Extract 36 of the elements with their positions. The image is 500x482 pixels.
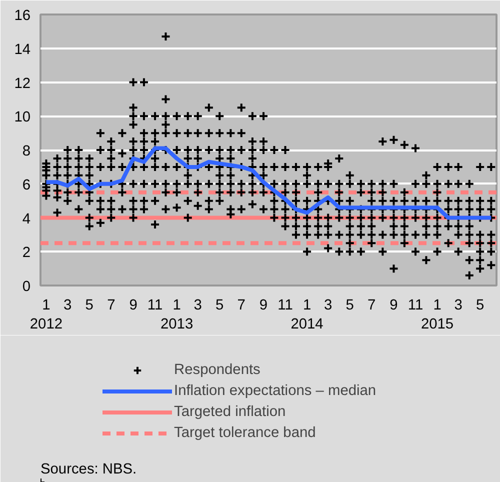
legend-label: Inflation expectations – median xyxy=(174,383,376,399)
y-tick-label: 10 xyxy=(14,110,31,126)
x-tick-label: 3 xyxy=(194,298,202,314)
x-tick-label: 9 xyxy=(129,298,138,314)
x-tick-label: 1 2012 xyxy=(30,298,63,333)
x-tick-label: 7 xyxy=(368,298,376,314)
x-tick-label: 1 2014 xyxy=(290,298,324,333)
x-tick-label: 3 xyxy=(454,298,462,314)
source-note: Sources: NBS. xyxy=(40,462,137,478)
line-series xyxy=(44,146,494,220)
x-tick-label: 9 xyxy=(390,298,398,314)
y-tick-label: 16 xyxy=(14,8,31,24)
x-tick-label: 7 xyxy=(237,298,246,314)
x-tick-label: 11 xyxy=(278,298,293,314)
y-tick-label: 2 xyxy=(22,245,31,262)
x-tick-label: 5 xyxy=(85,298,94,314)
x-tick-label: 5 xyxy=(476,298,484,314)
legend-label: Target tolerance band xyxy=(174,425,316,441)
y-tick-label: 6 xyxy=(22,177,31,194)
y-tick-label: 8 xyxy=(22,144,31,160)
y-tick-label: 4 xyxy=(22,211,31,228)
x-tick-label: 11 xyxy=(147,298,163,314)
x-tick-label: 3 xyxy=(324,298,332,314)
x-tick-label: 11 xyxy=(408,298,424,314)
x-tick-label: 9 xyxy=(259,298,268,314)
x-tick-label: 5 xyxy=(216,298,224,314)
legend-label: Respondents xyxy=(174,362,260,378)
x-tick-label: 1 2015 xyxy=(420,298,454,333)
y-tick-label: 12 xyxy=(14,76,31,92)
x-tick-label: 1 2013 xyxy=(160,298,194,333)
x-tick-label: 7 xyxy=(107,298,116,314)
y-tick-label: 14 xyxy=(14,42,31,58)
x-tick-label: 3 xyxy=(64,298,72,314)
y-tick-label: 0 xyxy=(22,279,31,295)
x-tick-label: 5 xyxy=(346,298,354,314)
legend-label: Targeted inflation xyxy=(174,404,286,420)
